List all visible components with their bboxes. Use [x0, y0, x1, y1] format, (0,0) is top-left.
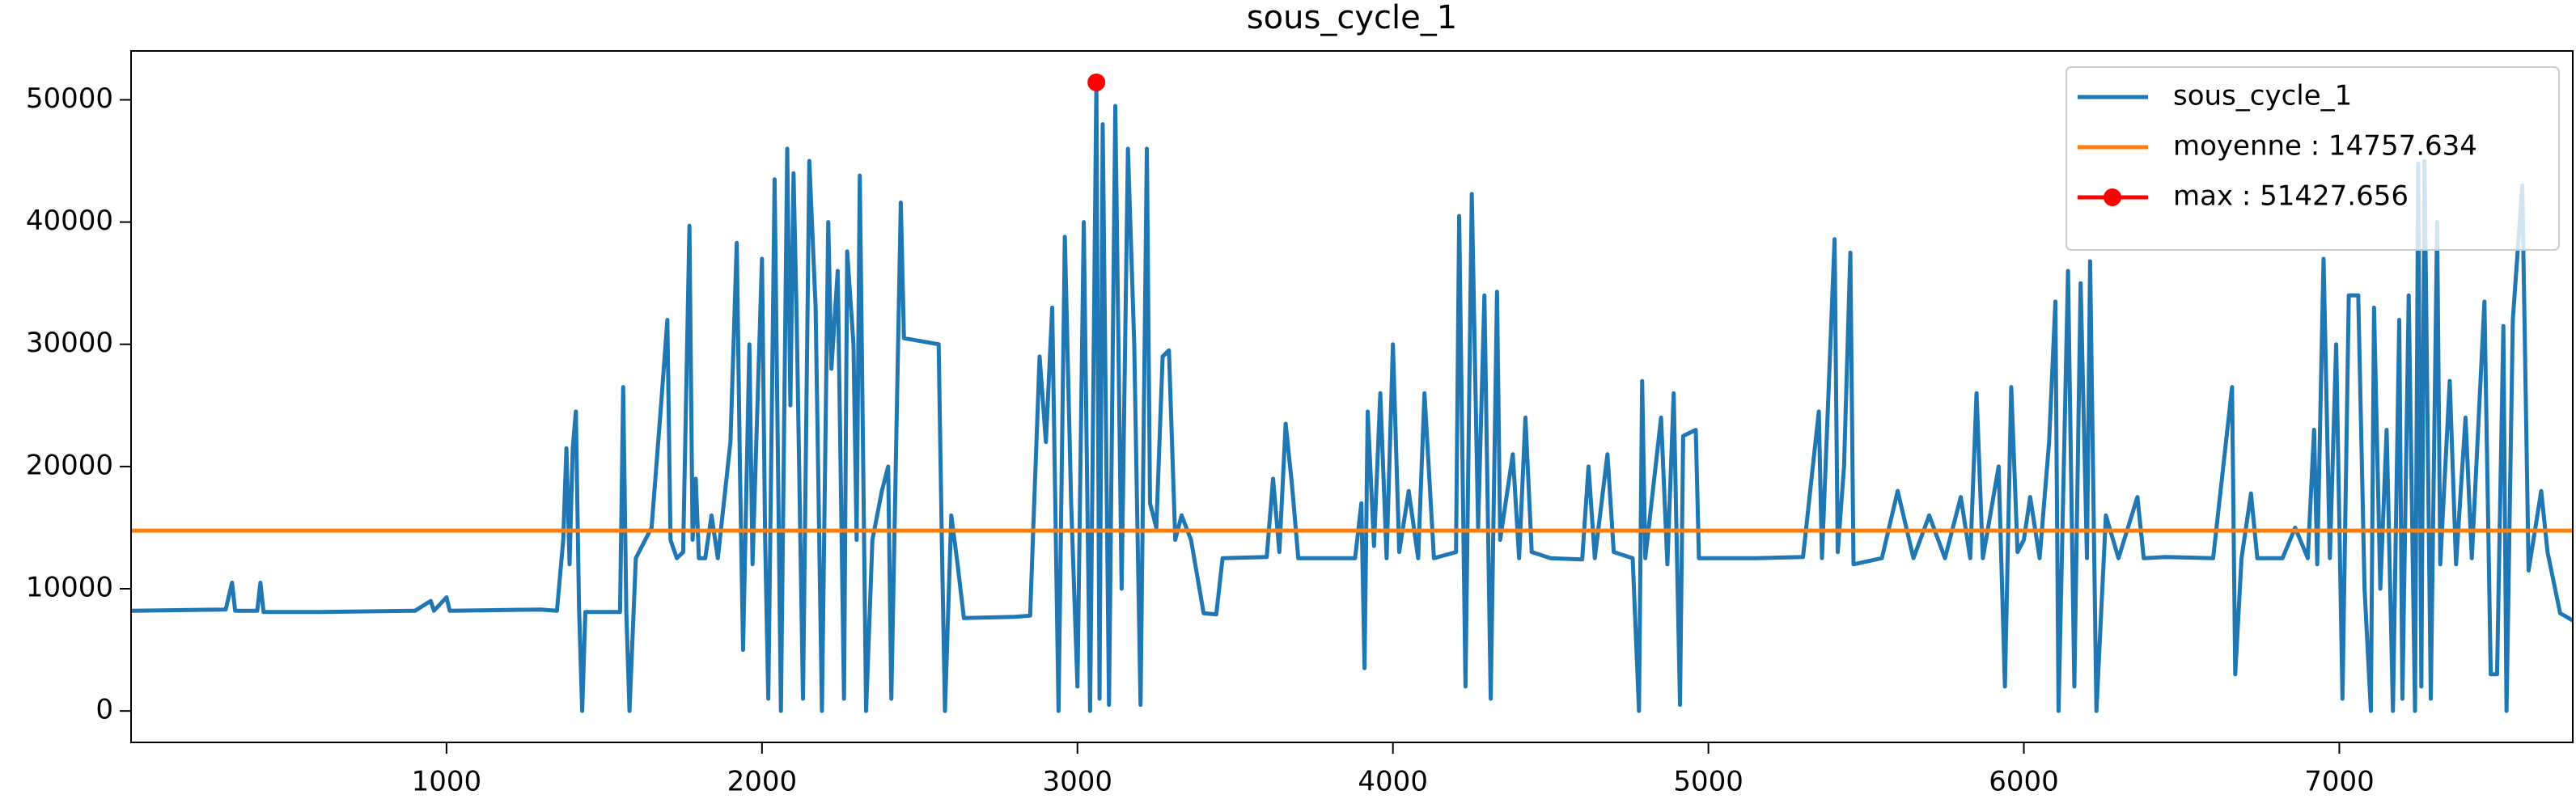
- series-line: [131, 80, 2573, 713]
- y-tick-label: 50000: [26, 82, 113, 115]
- chart-title: sous_cycle_1: [1247, 0, 1457, 36]
- legend-label: max : 51427.656: [2173, 180, 2409, 213]
- y-tick-label: 0: [95, 694, 113, 726]
- x-tick-label: 7000: [2304, 766, 2375, 798]
- x-tick-label: 2000: [727, 766, 798, 798]
- x-tick-label: 5000: [1673, 766, 1743, 798]
- plot-area: [131, 80, 2573, 713]
- x-tick-label: 1000: [412, 766, 482, 798]
- legend-label: sous_cycle_1: [2173, 80, 2352, 112]
- x-tick-label: 6000: [1989, 766, 2059, 798]
- y-tick-label: 40000: [26, 205, 113, 237]
- legend-box: [2065, 66, 2560, 251]
- y-tick-label: 10000: [26, 572, 113, 604]
- y-tick-label: 20000: [26, 449, 113, 481]
- x-tick-label: 4000: [1358, 766, 1428, 798]
- y-tick-label: 30000: [26, 327, 113, 359]
- legend-marker: [2104, 188, 2121, 206]
- x-tick-label: 3000: [1043, 766, 1113, 798]
- max-marker: [1087, 73, 1106, 91]
- axes-frame: [130, 50, 2574, 743]
- legend-label: moyenne : 14757.634: [2173, 130, 2477, 163]
